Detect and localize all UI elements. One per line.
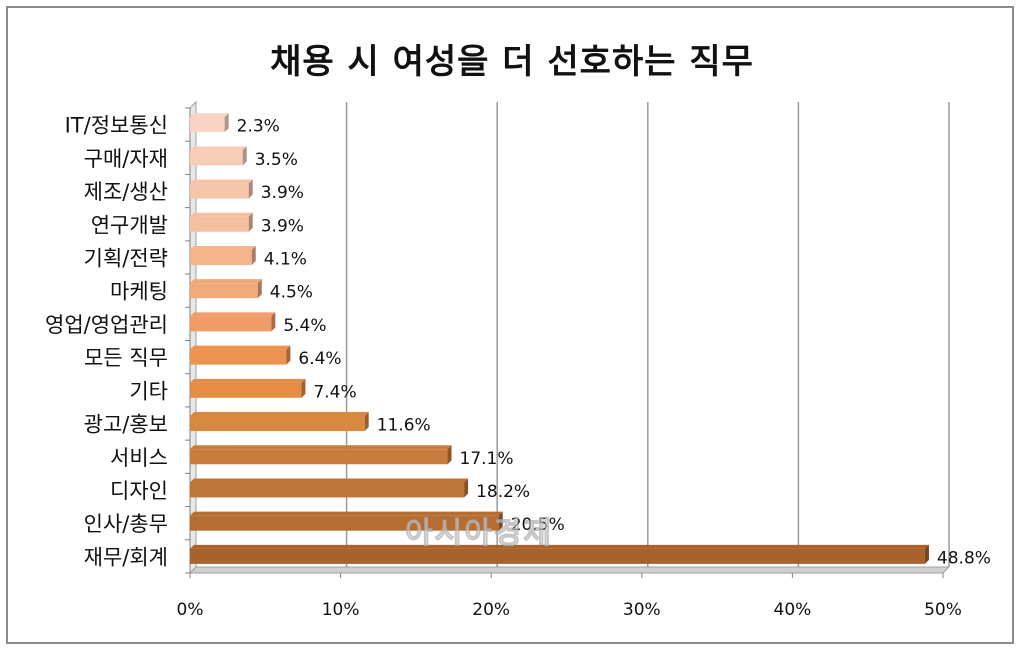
bar xyxy=(190,449,448,465)
category-label: IT/정보통신 xyxy=(65,114,168,138)
bar-top xyxy=(190,478,469,483)
bar-top xyxy=(190,544,929,549)
category-label: 모든 직무 xyxy=(84,346,168,370)
data-label: 6.4% xyxy=(298,349,341,369)
bar xyxy=(190,216,249,232)
category-label: 디자인 xyxy=(110,479,168,503)
bar-top xyxy=(190,279,262,284)
data-label: 2.3% xyxy=(237,117,280,137)
data-label: 5.4% xyxy=(283,316,326,336)
bar xyxy=(190,283,258,299)
data-label: 4.5% xyxy=(270,283,313,303)
category-label: 구매/자재 xyxy=(84,147,168,171)
category-label: 기타 xyxy=(129,379,168,403)
data-label: 3.9% xyxy=(261,183,304,203)
watermark: 아시아경제 xyxy=(405,516,553,552)
chart-frame xyxy=(6,6,1014,644)
floor xyxy=(188,566,951,574)
bar-side xyxy=(242,146,247,166)
bar-top xyxy=(190,312,276,317)
bar-side xyxy=(251,245,256,265)
data-label: 11.6% xyxy=(377,416,431,436)
x-tick-label: 40% xyxy=(774,600,812,620)
category-label: 제조/생산 xyxy=(84,180,168,204)
x-tick-label: 30% xyxy=(623,600,661,620)
x-tick-label: 20% xyxy=(472,600,510,620)
data-label: 7.4% xyxy=(313,382,356,402)
bar-top xyxy=(190,212,253,217)
bar-side xyxy=(364,412,369,432)
x-tick-label: 0% xyxy=(177,600,204,620)
bar-side xyxy=(248,212,253,232)
x-tick-label: 10% xyxy=(322,600,360,620)
bar xyxy=(190,548,925,564)
bar-side xyxy=(248,179,253,199)
category-label: 재무/회계 xyxy=(84,545,168,569)
data-label: 48.8% xyxy=(937,548,991,568)
bar-side xyxy=(286,345,291,365)
data-label: 17.1% xyxy=(460,449,514,469)
bar-top xyxy=(190,179,253,184)
bar-side xyxy=(271,312,276,332)
bar-top xyxy=(190,378,306,383)
bar-side xyxy=(257,279,262,299)
bar-top xyxy=(190,245,256,250)
bar xyxy=(190,150,243,166)
bar xyxy=(190,515,499,531)
bar xyxy=(190,117,225,133)
bar xyxy=(190,482,465,498)
bar-side xyxy=(498,511,503,531)
category-label: 영업/영업관리 xyxy=(45,313,168,337)
bar-top xyxy=(190,511,503,516)
category-label: 마케팅 xyxy=(110,280,168,304)
bar xyxy=(190,183,249,199)
bar xyxy=(190,416,365,432)
bar-side xyxy=(464,478,469,498)
x-tick-label: 50% xyxy=(924,600,962,620)
category-label: 인사/총무 xyxy=(84,512,168,536)
data-label: 4.1% xyxy=(264,249,307,269)
bar-side xyxy=(224,113,229,133)
data-label: 3.9% xyxy=(261,216,304,236)
bar-side xyxy=(924,544,929,564)
bar-side xyxy=(301,378,306,398)
category-label: 연구개발 xyxy=(91,213,168,237)
bar-side xyxy=(447,445,452,465)
bar xyxy=(190,382,302,398)
bar xyxy=(190,349,287,365)
data-label: 20.5% xyxy=(511,515,565,535)
bar-top xyxy=(190,412,369,417)
bar-top xyxy=(190,146,247,151)
bar-top xyxy=(190,345,291,350)
category-label: 기획/전략 xyxy=(84,246,168,270)
category-label: 서비스 xyxy=(110,446,168,470)
bar xyxy=(190,249,252,265)
data-label: 3.5% xyxy=(255,150,298,170)
bar xyxy=(190,316,272,332)
bar-top xyxy=(190,445,452,450)
chart-title: 채용 시 여성을 더 선호하는 직무 xyxy=(270,42,754,82)
category-label: 광고/홍보 xyxy=(84,413,168,437)
bar-top xyxy=(190,113,229,118)
data-label: 18.2% xyxy=(476,482,530,502)
back-wall xyxy=(189,100,197,575)
